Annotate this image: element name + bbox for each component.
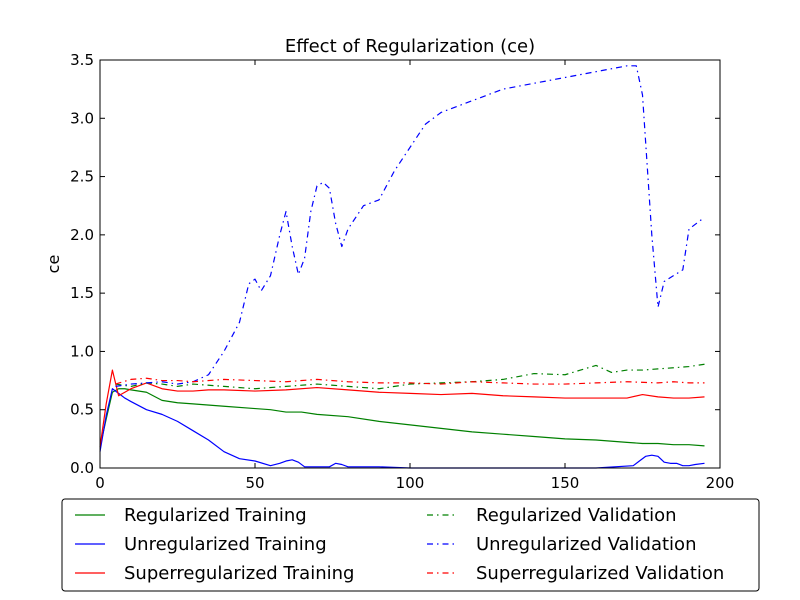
x-tick-label: 150 [551, 474, 580, 492]
x-tick-label: 200 [706, 474, 735, 492]
x-tick-label: 50 [245, 474, 264, 492]
series-line-0 [99, 388, 705, 448]
y-tick-label: 2.5 [70, 168, 94, 186]
legend-label: Unregularized Training [124, 534, 327, 555]
series-layer [99, 65, 705, 469]
series-line-3 [115, 363, 705, 390]
series-line-1 [99, 388, 705, 469]
y-tick-label: 2.0 [70, 226, 94, 244]
y-tick-label: 0.0 [70, 459, 94, 477]
legend-box [61, 498, 760, 592]
legend-label: Superregularized Validation [476, 563, 724, 584]
plot-frame [99, 59, 721, 469]
x-tick-label: 100 [396, 474, 425, 492]
axes-layer: 0 50 100 150 200 0.0 0.5 1.0 1.5 2.0 2.5 3.0 3.5 [70, 51, 734, 492]
legend-label: Regularized Training [124, 505, 307, 526]
y-tick-label: 0.5 [70, 401, 94, 419]
y-axis-label: ce [44, 255, 63, 274]
x-tick-label: 0 [95, 474, 105, 492]
y-tick-label: 3.0 [70, 109, 94, 127]
legend-label: Regularized Validation [476, 505, 677, 526]
series-line-2 [99, 369, 705, 448]
y-tick-label: 1.5 [70, 284, 94, 302]
series-line-5 [115, 377, 705, 385]
legend-label: Superregularized Training [124, 563, 354, 584]
y-tick-label: 3.5 [70, 51, 94, 69]
legend-label: Unregularized Validation [476, 534, 696, 555]
series-line-4 [115, 65, 705, 387]
y-tick-label: 1.0 [70, 342, 94, 360]
legend: Regularized Training Unregularized Traini… [61, 498, 760, 592]
chart-title: Effect of Regularization (ce) [285, 36, 535, 57]
